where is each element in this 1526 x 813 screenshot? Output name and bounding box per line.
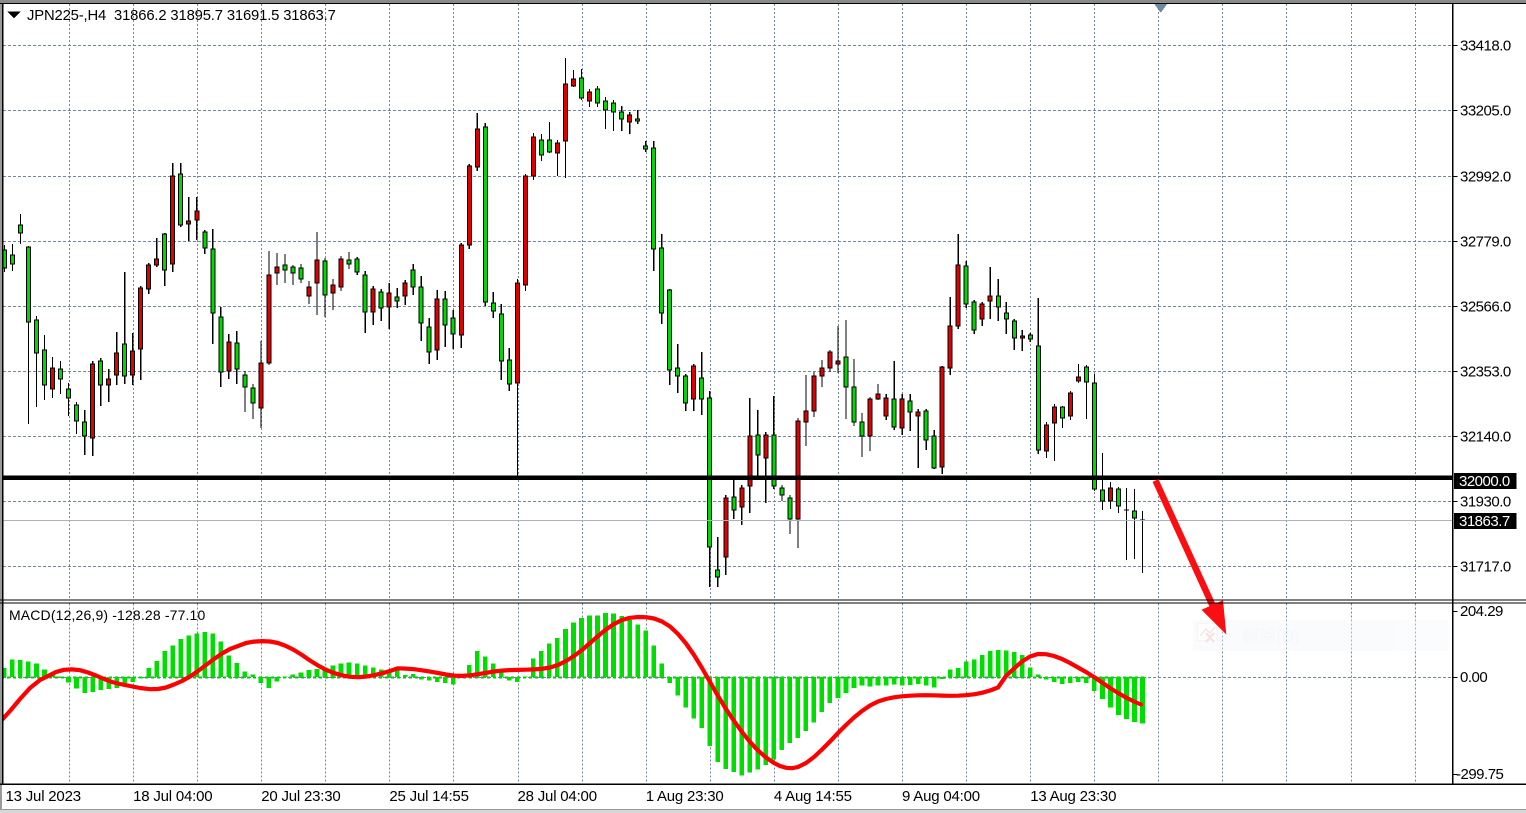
svg-text:32566.0: 32566.0 (1460, 299, 1511, 316)
svg-text:JPN225-,H4 31866.2 31895.7 31: JPN225-,H4 31866.2 31895.7 31691.5 31863… (27, 8, 336, 24)
svg-text:13 Aug 23:30: 13 Aug 23:30 (1030, 788, 1116, 805)
svg-text:0.00: 0.00 (1460, 669, 1487, 686)
svg-text:删除(D): 删除(D) (1242, 627, 1300, 646)
svg-text:1 Aug 23:30: 1 Aug 23:30 (646, 788, 724, 805)
svg-text:31863.7: 31863.7 (1459, 513, 1510, 530)
svg-text:20 Jul 23:30: 20 Jul 23:30 (261, 788, 340, 805)
svg-text:204.29: 204.29 (1460, 603, 1503, 620)
svg-text:31930.0: 31930.0 (1460, 494, 1511, 511)
svg-text:18 Jul 04:00: 18 Jul 04:00 (133, 788, 212, 805)
svg-text:32140.0: 32140.0 (1460, 429, 1511, 446)
svg-text:33418.0: 33418.0 (1460, 38, 1511, 55)
svg-text:32000.0: 32000.0 (1459, 473, 1510, 490)
svg-text:33205.0: 33205.0 (1460, 103, 1511, 120)
svg-text:25 Jul 14:55: 25 Jul 14:55 (389, 788, 468, 805)
svg-text:MACD(12,26,9) -128.28 -77.10: MACD(12,26,9) -128.28 -77.10 (9, 607, 205, 623)
svg-text:32992.0: 32992.0 (1460, 169, 1511, 186)
svg-text:4 Aug 14:55: 4 Aug 14:55 (774, 788, 852, 805)
svg-text:9 Aug 04:00: 9 Aug 04:00 (902, 788, 980, 805)
svg-text:32353.0: 32353.0 (1460, 364, 1511, 381)
svg-text:28 Jul 04:00: 28 Jul 04:00 (518, 788, 597, 805)
svg-text:-299.75: -299.75 (1456, 766, 1504, 783)
svg-text:31717.0: 31717.0 (1460, 559, 1511, 576)
svg-text:32779.0: 32779.0 (1460, 234, 1511, 251)
svg-text:13 Jul 2023: 13 Jul 2023 (6, 788, 81, 805)
